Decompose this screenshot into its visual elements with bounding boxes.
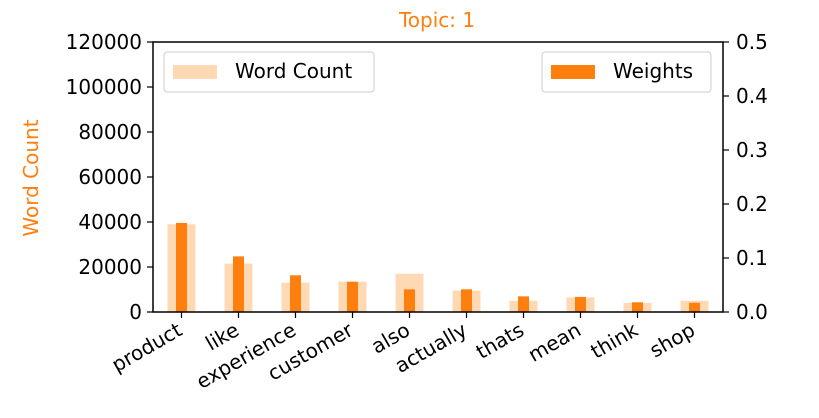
legend-swatch-weights	[551, 65, 595, 79]
left-tick-label: 60000	[78, 165, 142, 189]
bar-weights-thats	[518, 296, 529, 312]
x-tick-label-thats: thats	[472, 318, 528, 364]
left-axis-ticks: 0 20000 40000 60000 80000 100000 120000	[66, 30, 153, 324]
bar-weights-shop	[689, 302, 700, 312]
legend-label-weights: Weights	[613, 59, 693, 83]
right-tick-label: 0.3	[736, 138, 768, 162]
right-tick-label: 0.1	[736, 246, 768, 270]
bar-weights-experience	[290, 275, 301, 312]
right-tick-label: 0.2	[736, 192, 768, 216]
bar-weights-mean	[575, 296, 586, 312]
weights-bars	[176, 222, 700, 312]
left-tick-label: 20000	[78, 255, 142, 279]
x-tick-label-shop: shop	[645, 318, 699, 363]
bar-weights-also	[404, 289, 415, 312]
left-tick-label: 80000	[78, 120, 142, 144]
right-axis-ticks: 0.0 0.1 0.2 0.3 0.4 0.5	[723, 30, 768, 324]
left-tick-label: 0	[129, 300, 142, 324]
bar-weights-product	[176, 222, 187, 312]
right-tick-label: 0.5	[736, 30, 768, 54]
legend-weights: Weights	[541, 51, 712, 93]
chart-title: Topic: 1	[398, 8, 475, 32]
left-tick-label: 40000	[78, 210, 142, 234]
legend-swatch-word-count	[173, 65, 217, 79]
bar-weights-think	[632, 302, 643, 312]
legend-box-word-count	[163, 51, 375, 93]
word-count-bars	[167, 224, 709, 312]
bar-weights-like	[233, 256, 244, 312]
right-tick-label: 0.4	[736, 84, 768, 108]
legend-word-count: Word Count	[163, 51, 375, 93]
legend-box-weights	[541, 51, 712, 93]
x-tick-label-product: product	[107, 317, 186, 376]
x-tick-label-mean: mean	[524, 318, 585, 367]
y-axis-label: Word Count	[19, 119, 43, 236]
bar-weights-customer	[347, 281, 358, 312]
right-tick-label: 0.0	[736, 300, 768, 324]
left-tick-label: 100000	[66, 75, 142, 99]
legend-label-word-count: Word Count	[235, 59, 352, 83]
left-tick-label: 120000	[66, 30, 142, 54]
x-tick-label-think: think	[586, 317, 642, 363]
bar-weights-actually	[461, 289, 472, 312]
